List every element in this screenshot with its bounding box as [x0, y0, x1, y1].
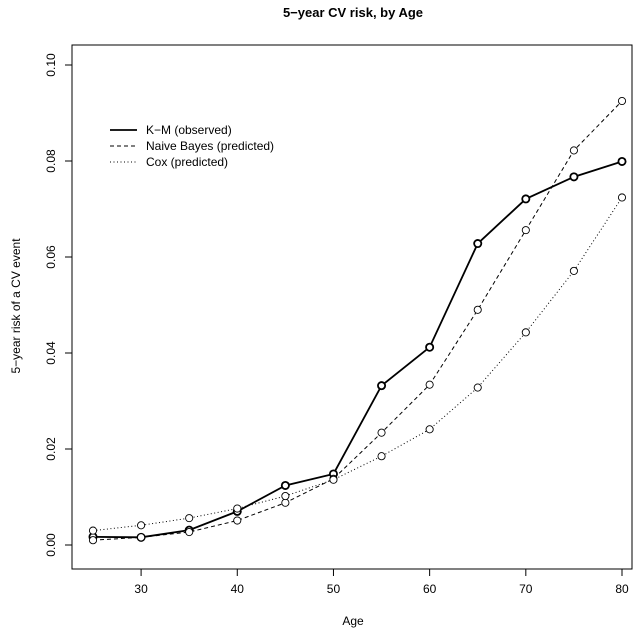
data-point	[137, 521, 146, 530]
data-point	[233, 504, 242, 513]
y-tick-label: 0.04	[44, 341, 58, 365]
data-point	[185, 514, 194, 523]
data-point	[185, 527, 194, 537]
data-point	[88, 526, 98, 535]
x-axis-label: Age	[342, 614, 364, 628]
x-axis: 30 40 50 60 70 80	[134, 568, 629, 596]
y-tick-label: 0.08	[44, 149, 58, 173]
data-point	[137, 533, 146, 542]
y-tick-label: 0.02	[44, 437, 58, 461]
y-axis-label: 5−year risk of a CV event	[9, 238, 23, 374]
data-point	[280, 480, 290, 490]
data-point	[617, 96, 627, 106]
data-point	[377, 381, 387, 391]
data-point	[473, 239, 483, 249]
y-tick-label: 0.00	[44, 533, 58, 557]
data-point	[377, 452, 386, 461]
series-line	[92, 160, 623, 539]
series-layer	[88, 96, 627, 545]
data-point	[233, 516, 242, 525]
data-point	[425, 380, 434, 389]
chart-title: 5−year CV risk, by Age	[283, 5, 423, 20]
series-line	[92, 197, 623, 532]
x-tick-label: 70	[519, 582, 533, 596]
legend: K−M (observed) Naive Bayes (predicted) Cox…	[110, 123, 274, 169]
x-tick-label: 40	[231, 582, 245, 596]
y-axis: 0.00 0.02 0.04 0.06 0.08 0.10	[44, 53, 73, 557]
series-line	[92, 100, 623, 541]
data-point	[329, 475, 338, 484]
data-point	[473, 383, 482, 392]
x-tick-label: 80	[615, 582, 629, 596]
data-point	[569, 146, 578, 155]
series-0	[88, 156, 627, 542]
legend-label: Naive Bayes (predicted)	[146, 139, 274, 153]
data-point	[88, 536, 98, 545]
x-tick-label: 60	[423, 582, 437, 596]
data-point	[425, 425, 434, 434]
data-point	[425, 342, 435, 352]
legend-label: Cox (predicted)	[146, 155, 228, 169]
data-point	[569, 172, 579, 182]
data-point	[521, 328, 530, 337]
data-point	[377, 428, 386, 437]
y-tick-label: 0.10	[44, 53, 58, 77]
data-point	[473, 305, 482, 314]
legend-label: K−M (observed)	[146, 123, 232, 137]
data-point	[281, 498, 290, 507]
x-tick-label: 50	[327, 582, 341, 596]
data-point	[521, 194, 531, 204]
series-2	[88, 193, 627, 535]
data-point	[617, 193, 627, 202]
data-point	[617, 156, 627, 166]
data-point	[569, 266, 578, 275]
x-tick-label: 30	[134, 582, 148, 596]
data-point	[281, 491, 290, 501]
y-tick-label: 0.06	[44, 245, 58, 269]
data-point	[521, 226, 530, 235]
